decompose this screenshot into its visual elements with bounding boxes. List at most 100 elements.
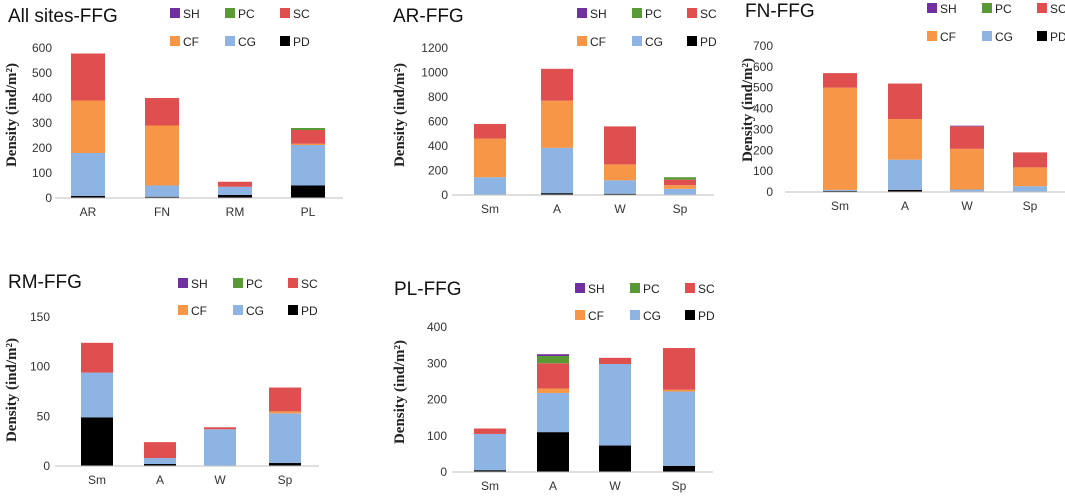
legend-swatch-PD	[685, 310, 695, 320]
x-tick-label: FN	[154, 205, 170, 219]
legend-label-SC: SC	[698, 282, 715, 296]
y-tick-label: 400	[428, 139, 448, 153]
legend-swatch-CF	[170, 36, 180, 46]
bar-segment-CF-A	[541, 100, 573, 148]
y-tick-label: 100	[427, 429, 447, 443]
y-tick-label: 600	[753, 60, 773, 74]
bar-segment-SC-PL	[291, 130, 325, 144]
bar-segment-SC-AR	[71, 53, 105, 101]
bar-segment-PC-PL	[291, 128, 325, 130]
legend-label-CF: CF	[588, 309, 604, 323]
legend-swatch-CF	[178, 305, 188, 315]
bar-segment-PD-Sm	[474, 470, 506, 472]
legend-label-PD: PD	[1050, 30, 1065, 44]
legend-label-CG: CG	[995, 30, 1013, 44]
legend-label-CF: CF	[590, 35, 606, 49]
bar-segment-CG-FN	[145, 185, 179, 197]
y-axis-label: Density (ind/m²)	[4, 338, 20, 442]
x-tick-label: W	[614, 202, 626, 216]
bar-segment-SC-Sm	[474, 123, 506, 139]
bar-segment-SC-Sm	[81, 342, 113, 373]
legend-swatch-PC	[225, 8, 235, 18]
bar-segment-CG-Sm	[474, 433, 506, 471]
legend-label-PC: PC	[645, 7, 662, 21]
bar-segment-CG-W	[204, 429, 236, 466]
bar-segment-PC-Sp	[664, 177, 696, 180]
bar-segment-CF-W	[604, 164, 636, 181]
bar-segment-CF-Sm	[474, 138, 506, 178]
y-tick-label: 0	[43, 459, 50, 473]
bar-segment-CG-W	[599, 363, 631, 446]
y-tick-label: 400	[32, 91, 52, 105]
legend-label-PD: PD	[293, 35, 310, 49]
y-tick-label: 600	[32, 41, 52, 55]
y-tick-label: 100	[32, 166, 52, 180]
bar-segment-CG-A	[537, 392, 569, 433]
y-tick-label: 300	[753, 122, 773, 136]
x-tick-label: Sp	[278, 473, 293, 487]
y-tick-label: 0	[440, 465, 447, 479]
bar-segment-SC-Sp	[1013, 152, 1047, 168]
bar-segment-CF-Sp	[1013, 167, 1047, 187]
bar-segment-CG-Sm	[474, 177, 506, 195]
legend-swatch-CF	[927, 31, 937, 41]
bar-segment-CG-Sp	[1013, 186, 1047, 192]
bar-segment-SC-Sm	[474, 428, 506, 434]
legend-swatch-PC	[233, 278, 243, 288]
bar-segment-PD-Sm	[823, 190, 857, 192]
x-tick-label: Sm	[481, 202, 499, 216]
bar-segment-CG-A	[888, 159, 922, 190]
legend-label-CF: CF	[940, 30, 956, 44]
legend-swatch-SC	[288, 278, 298, 288]
bar-segment-SC-Sp	[663, 348, 695, 390]
y-tick-label: 0	[766, 185, 773, 199]
chart-title: AR-FFG	[393, 6, 464, 27]
y-tick-label: 400	[753, 102, 773, 116]
legend-label-CG: CG	[643, 309, 661, 323]
legend-swatch-PC	[982, 3, 992, 13]
bar-segment-SC-FN	[145, 98, 179, 126]
bar-segment-SC-A	[888, 83, 922, 119]
y-tick-label: 150	[30, 310, 50, 324]
y-tick-label: 1200	[421, 41, 448, 55]
x-tick-label: A	[549, 479, 557, 493]
bar-segment-SC-A	[537, 363, 569, 389]
legend-label-PD: PD	[301, 304, 318, 318]
legend-swatch-SH	[170, 8, 180, 18]
bar-segment-PD-Sp	[269, 463, 301, 466]
legend-label-SH: SH	[588, 282, 605, 296]
bar-segment-PD-FN	[145, 196, 179, 198]
bar-segment-CG-Sm	[823, 189, 857, 191]
x-tick-label: Sp	[1023, 199, 1038, 213]
x-tick-label: Sm	[88, 473, 106, 487]
legend-label-CF: CF	[183, 35, 199, 49]
bar-segment-SC-W	[950, 126, 984, 149]
bar-segment-PC-A	[537, 356, 569, 364]
legend-swatch-CG	[632, 36, 642, 46]
legend-swatch-CG	[982, 31, 992, 41]
bar-segment-PD-AR	[71, 196, 105, 198]
bar-segment-CG-Sp	[269, 413, 301, 464]
bar-segment-PD-W	[604, 193, 636, 195]
x-tick-label: W	[609, 479, 621, 493]
bar-segment-CF-FN	[145, 125, 179, 186]
bar-segment-PD-W	[599, 445, 631, 472]
bar-segment-CG-PL	[291, 145, 325, 186]
bar-segment-CF-W	[950, 148, 984, 190]
bar-segment-SH-A	[537, 354, 569, 356]
bar-segment-PD-PL	[291, 185, 325, 198]
y-tick-label: 200	[428, 164, 448, 178]
bar-segment-SC-RM	[218, 181, 252, 187]
x-tick-label: PL	[301, 205, 316, 219]
y-tick-label: 0	[441, 188, 448, 202]
legend-swatch-CG	[233, 305, 243, 315]
bar-segment-CG-Sp	[664, 188, 696, 195]
bar-segment-PD-Sp	[663, 465, 695, 472]
bar-segment-CF-Sp	[664, 185, 696, 189]
legend-label-PC: PC	[643, 282, 660, 296]
bar-segment-CG-AR	[71, 153, 105, 196]
chart-panel-1: AR-FFG Density (ind/m²) 0 200 400 600 800 1000 1…	[392, 6, 717, 216]
bar-segment-CG-W	[604, 180, 636, 194]
x-tick-label: W	[961, 199, 973, 213]
bar-segment-CF-Sp	[663, 389, 695, 392]
